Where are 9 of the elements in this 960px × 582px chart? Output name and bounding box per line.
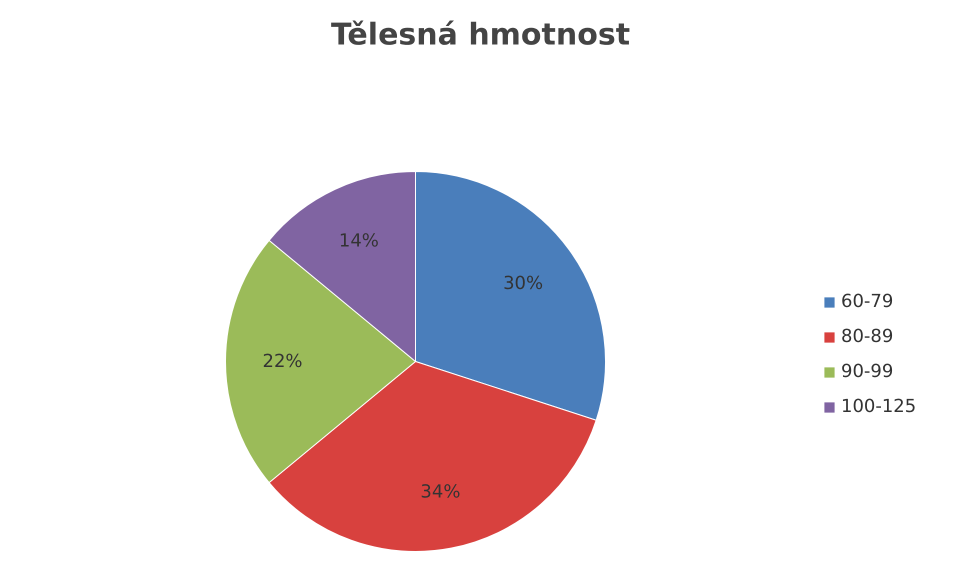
legend-label: 90-99	[841, 361, 894, 382]
chart-title: Tělesná hmotnost	[330, 18, 630, 52]
data-label: 14%	[338, 230, 379, 252]
legend-label: 80-89	[841, 326, 894, 347]
data-label: 30%	[503, 272, 544, 294]
data-label: 22%	[262, 351, 303, 372]
legend-label: 100-125	[841, 396, 916, 417]
legend-label: 60-79	[841, 291, 894, 312]
data-label: 34%	[420, 482, 460, 503]
